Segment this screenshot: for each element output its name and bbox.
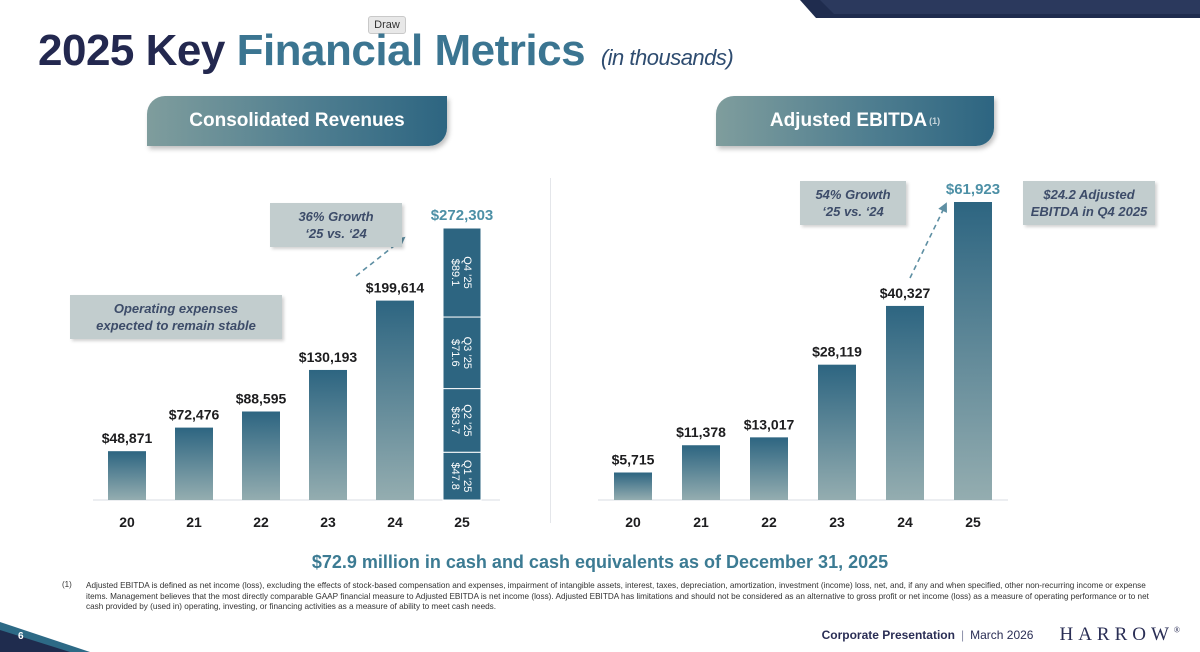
revenue-value-label-22: $88,595 <box>236 391 287 407</box>
footnote-marker: (1) <box>62 580 72 589</box>
logo-text: HARROW <box>1059 624 1174 645</box>
ebitda-bar-25 <box>954 202 992 500</box>
revenue-growth-arrow <box>355 236 406 277</box>
ebitda-category-label-22: 22 <box>761 514 777 530</box>
title-part-2: Financial Metrics <box>236 26 586 75</box>
ebitda-growth-line-2: ‘25 vs. ‘24 <box>822 204 884 219</box>
revenue-stack-segment-q2 <box>442 388 482 453</box>
q4-ebitda-line-1: $24.2 Adjusted <box>1043 187 1135 202</box>
revenue-bar-23 <box>309 369 347 500</box>
ebitda-growth-callout: 54% Growth ‘25 vs. ‘24 <box>800 181 906 225</box>
title-units: (in thousands) <box>600 45 734 70</box>
revenue-growth-callout: 36% Growth ‘25 vs. ‘24 <box>270 203 402 247</box>
ebitda-footnote-ref: (1) <box>929 116 941 126</box>
revenue-category-label-22: 22 <box>253 514 269 530</box>
logo-trademark: ® <box>1173 625 1180 635</box>
ebitda-bar-21 <box>682 445 720 500</box>
ebitda-growth-arrow <box>909 202 947 279</box>
revenue-stack-label-q3: Q3 ’25$71.6 <box>449 337 473 369</box>
page-title: 2025 Key Financial Metrics (in thousands… <box>38 26 734 76</box>
harrow-logo[interactable]: HARROW® <box>1059 624 1180 646</box>
stack-quarter-value: $47.8 <box>449 462 461 490</box>
ebitda-category-label-21: 21 <box>693 514 709 530</box>
revenue-bar-20 <box>108 451 146 500</box>
stack-quarter-name: Q4 ’25 <box>461 256 473 288</box>
revenue-bar-22 <box>242 411 280 500</box>
revenue-stack-label-q1: Q1 ’25$47.8 <box>449 460 473 492</box>
page-number: 6 <box>18 631 24 642</box>
revenue-value-label-24: $199,614 <box>366 280 425 296</box>
ebitda-header: Adjusted EBITDA (1) <box>716 96 994 146</box>
ebitda-value-label-24: $40,327 <box>880 285 931 301</box>
panel-divider <box>550 178 551 523</box>
revenue-category-label-24: 24 <box>387 514 403 530</box>
stack-quarter-value: $71.6 <box>449 339 461 367</box>
footer-date: March 2026 <box>970 628 1034 642</box>
ebitda-bar-24 <box>886 305 924 500</box>
ebitda-value-label-20: $5,715 <box>612 451 655 467</box>
stack-quarter-value: $89.1 <box>449 259 461 287</box>
ebitda-category-label-23: 23 <box>829 514 845 530</box>
ebitda-value-label-25: $61,923 <box>946 181 1000 198</box>
footnote-text: Adjusted EBITDA is defined as net income… <box>86 581 1149 612</box>
ebitda-value-label-22: $13,017 <box>744 416 795 432</box>
corner-decoration-bottom <box>0 622 90 652</box>
opex-line-2: expected to remain stable <box>96 318 256 333</box>
revenues-header-label: Consolidated Revenues <box>189 110 405 131</box>
ebitda-value-label-23: $28,119 <box>812 344 862 360</box>
revenue-value-label-21: $72,476 <box>169 407 220 423</box>
revenue-stack-segment-q1 <box>442 451 482 501</box>
corner-decoration-top <box>800 0 1200 18</box>
ebitda-bar-20 <box>614 472 652 500</box>
revenue-bar-24 <box>376 300 414 500</box>
opex-line-1: Operating expenses <box>113 301 239 316</box>
revenue-category-label-21: 21 <box>186 514 202 530</box>
revenues-header: Consolidated Revenues <box>147 96 447 146</box>
q4-ebitda-callout: $24.2 Adjusted EBITDA in Q4 2025 <box>1023 181 1155 225</box>
cash-statement: $72.9 million in cash and cash equivalen… <box>311 552 889 572</box>
stack-quarter-name: Q2 ’25 <box>461 404 473 436</box>
ebitda-category-label-25: 25 <box>965 514 981 530</box>
revenue-stack-segment-q3 <box>442 316 482 390</box>
revenue-growth-line-1: 36% Growth <box>298 209 374 224</box>
footer: Corporate Presentation | March 2026 HARR… <box>822 624 1180 646</box>
revenue-category-label-23: 23 <box>320 514 336 530</box>
revenue-growth-line-2: ‘25 vs. ‘24 <box>305 226 367 241</box>
ebitda-bar-22 <box>750 437 788 500</box>
revenue-stack-label-q2: Q2 ’25$63.7 <box>449 404 473 436</box>
ebitda-category-label-20: 20 <box>625 514 641 530</box>
revenue-stack-label-q4: Q4 ’25$89.1 <box>449 256 473 288</box>
revenue-stack-segment-q4 <box>442 227 482 318</box>
ebitda-bar-23 <box>818 364 856 500</box>
revenue-category-label-25: 25 <box>454 514 470 530</box>
ebitda-header-label: Adjusted EBITDA <box>769 110 928 131</box>
revenue-value-label-20: $48,871 <box>102 430 153 446</box>
stack-quarter-name: Q1 ’25 <box>461 460 473 492</box>
footer-label: Corporate Presentation <box>821 628 955 642</box>
stack-quarter-value: $63.7 <box>449 407 461 435</box>
ebitda-category-label-24: 24 <box>897 514 913 530</box>
opex-callout: Operating expenses expected to remain st… <box>70 295 282 339</box>
ebitda-value-label-21: $11,378 <box>676 424 726 440</box>
revenue-value-label-25: $272,303 <box>431 207 494 224</box>
title-part-1: 2025 Key <box>38 26 225 75</box>
revenue-category-label-20: 20 <box>119 514 135 530</box>
revenue-value-label-23: $130,193 <box>299 349 358 365</box>
footer-separator: | <box>960 628 965 642</box>
q4-ebitda-line-2: EBITDA in Q4 2025 <box>1030 204 1148 219</box>
draw-tooltip[interactable]: Draw <box>368 16 406 34</box>
revenue-bar-21 <box>175 427 213 500</box>
stack-quarter-name: Q3 ’25 <box>461 337 473 369</box>
ebitda-growth-line-1: 54% Growth <box>815 187 891 202</box>
